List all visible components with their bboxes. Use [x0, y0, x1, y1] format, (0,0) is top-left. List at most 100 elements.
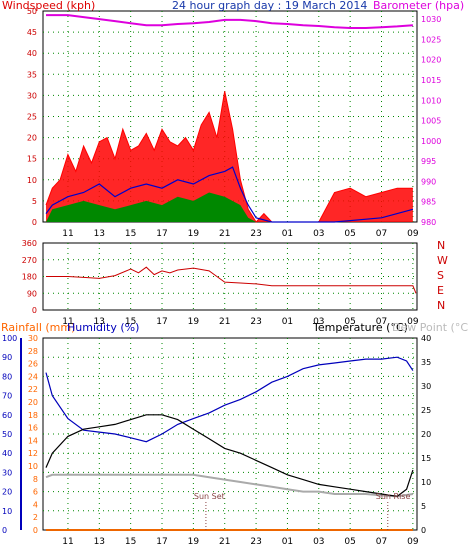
temperature-ytick-label: 5	[421, 502, 426, 511]
windspeed-ytick-label: 5	[32, 197, 37, 206]
humidity-ytick-label: 10	[2, 507, 12, 516]
wind-xtick-label: 09	[407, 229, 419, 239]
barometer-ytick-label: 985	[421, 198, 436, 207]
direction-xtick-label: 13	[94, 317, 105, 327]
direction-ytick-label: 0	[32, 306, 37, 315]
wind-average-line	[45, 166, 414, 223]
humidity-line	[45, 356, 414, 443]
rainfall-ytick-label: 22	[28, 385, 38, 394]
temp-xtick-label: 21	[219, 537, 230, 547]
direction-xtick-label: 15	[125, 317, 136, 327]
temp-xtick-label: 07	[376, 537, 387, 547]
barometer-ytick-label: 995	[421, 157, 436, 166]
barometer-line	[46, 14, 413, 29]
barometer-ytick-label: 1020	[421, 56, 441, 65]
rainfall-ytick-label: 4	[33, 500, 38, 509]
humidity-ytick-label: 90	[2, 353, 12, 362]
windspeed-ytick-label: 30	[27, 91, 37, 100]
temperature-ytick-label: 30	[421, 382, 431, 391]
rainfall-ytick-label: 20	[28, 398, 38, 407]
rainfall-ytick-label: 26	[28, 360, 38, 369]
windspeed-ytick-label: 25	[27, 113, 37, 122]
rainfall-ytick-label: 28	[28, 347, 38, 356]
compass-label: S	[437, 269, 444, 282]
temperature-ytick-label: 15	[421, 454, 431, 463]
rainfall-ytick-label: 24	[28, 372, 38, 381]
sun-event-label: Sun Rise	[376, 492, 411, 501]
rainfall-ytick-label: 0	[33, 526, 38, 535]
rainfall-ytick-label: 14	[28, 436, 38, 445]
wind-xtick-label: 15	[125, 229, 136, 239]
direction-xtick-label: 17	[156, 317, 167, 327]
rainfall-ytick-label: 2	[33, 513, 38, 522]
direction-xtick-label: 05	[344, 317, 355, 327]
humidity-ytick-label: 0	[2, 526, 7, 535]
temp-xtick-label: 19	[188, 537, 200, 547]
humidity-ytick-label: 70	[2, 392, 12, 401]
temp-xtick-label: 23	[250, 537, 261, 547]
windspeed-ytick-label: 20	[27, 134, 37, 143]
direction-xtick-label: 07	[376, 317, 387, 327]
temperature-ytick-label: 40	[421, 334, 431, 343]
temp-xtick-label: 13	[94, 537, 105, 547]
temperature-ytick-label: 20	[421, 430, 431, 439]
wind-xtick-label: 11	[62, 229, 73, 239]
compass-label: N	[437, 239, 445, 252]
direction-xtick-label: 09	[407, 317, 419, 327]
barometer-ytick-label: 980	[421, 218, 436, 227]
rainfall-ytick-label: 8	[33, 475, 38, 484]
temperature-ytick-label: 10	[421, 478, 431, 487]
humidity-axis-title: Humidity (%)	[67, 321, 139, 334]
barometer-ytick-label: 1000	[421, 137, 441, 146]
direction-xtick-label: 01	[282, 317, 293, 327]
wind-xtick-label: 23	[250, 229, 261, 239]
direction-ytick-label: 270	[22, 256, 37, 265]
humidity-ytick-label: 80	[2, 372, 12, 381]
barometer-axis-title: Barometer (hpa)	[373, 0, 464, 12]
temp-xtick-label: 03	[313, 537, 324, 547]
rainfall-ytick-label: 16	[28, 424, 38, 433]
windspeed-ytick-label: 0	[32, 218, 37, 227]
rainfall-ytick-label: 6	[33, 488, 38, 497]
wind-xtick-label: 05	[344, 229, 355, 239]
direction-ytick-label: 180	[22, 273, 37, 282]
wind-xtick-label: 13	[94, 229, 105, 239]
barometer-ytick-label: 990	[421, 177, 436, 186]
temp-xtick-label: 05	[344, 537, 355, 547]
windspeed-ytick-label: 35	[27, 70, 37, 79]
direction-xtick-label: 19	[188, 317, 200, 327]
windspeed-ytick-label: 10	[27, 176, 37, 185]
wind-low-area	[46, 192, 257, 222]
direction-ytick-label: 90	[27, 289, 37, 298]
temp-xtick-label: 11	[62, 537, 73, 547]
wind-xtick-label: 17	[156, 229, 167, 239]
humidity-ytick-label: 100	[2, 334, 17, 343]
humidity-ytick-label: 60	[2, 411, 12, 420]
chart-title: 24 hour graph day : 19 March 2014	[172, 0, 367, 12]
humidity-ytick-label: 50	[2, 430, 12, 439]
direction-xtick-label: 03	[313, 317, 324, 327]
temperature-ytick-label: 35	[421, 358, 431, 367]
wind-xtick-label: 07	[376, 229, 387, 239]
wind-xtick-label: 19	[188, 229, 200, 239]
chart-layers: 0510152025303540455098098599099510001005…	[2, 7, 448, 547]
windspeed-ytick-label: 50	[27, 7, 37, 16]
humidity-ytick-label: 30	[2, 468, 12, 477]
rainfall-axis-title: Rainfall (mm)	[1, 321, 75, 334]
windspeed-axis-title: Windspeed (kph)	[2, 0, 95, 12]
temperature-axis-title: Temperature (°C)	[312, 321, 408, 334]
barometer-ytick-label: 1010	[421, 96, 441, 105]
barometer-ytick-label: 1005	[421, 117, 441, 126]
wind-direction-line	[46, 266, 417, 294]
compass-label: E	[437, 284, 444, 297]
direction-xtick-label: 21	[219, 317, 230, 327]
windspeed-ytick-label: 15	[27, 155, 37, 164]
windspeed-ytick-label: 40	[27, 49, 37, 58]
direction-xtick-label: 23	[250, 317, 261, 327]
wind-xtick-label: 01	[282, 229, 293, 239]
rainfall-ytick-label: 12	[28, 449, 38, 458]
wind-xtick-label: 21	[219, 229, 230, 239]
rainfall-ytick-label: 10	[28, 462, 38, 471]
barometer-ytick-label: 1030	[421, 15, 441, 24]
